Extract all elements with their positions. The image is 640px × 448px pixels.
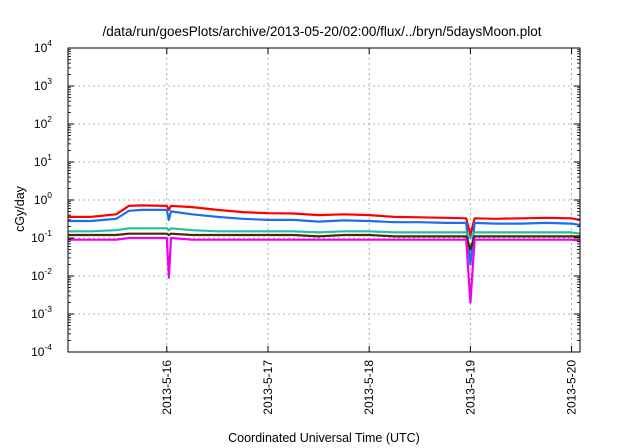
x-tick-label: 2013-5-17	[261, 360, 275, 415]
y-tick-label: 100	[34, 190, 52, 207]
x-tick-label: 2013-5-19	[463, 360, 477, 415]
y-tick-label: 10-2	[31, 266, 52, 283]
x-tick-label: 2013-5-18	[362, 360, 376, 415]
y-axis-label: cGy/day	[13, 185, 27, 232]
y-tick-label: 103	[34, 76, 52, 93]
y-tick-label: 10-4	[31, 342, 52, 359]
y-tick-label: 102	[34, 114, 52, 131]
y-tick-label: 104	[34, 38, 52, 55]
series-line-4	[68, 232, 580, 251]
y-tick-label: 10-1	[31, 228, 52, 245]
series-line-1	[68, 204, 581, 237]
x-tick-label: 2013-5-16	[160, 360, 174, 415]
x-axis-label: Coordinated Universal Time (UTC)	[228, 431, 420, 445]
series-lines	[68, 204, 581, 304]
series-line-2	[68, 208, 581, 266]
y-tick-label: 10-3	[31, 304, 52, 321]
x-tick-labels: 2013-5-16 2013-5-17 2013-5-18 2013-5-19 2013…	[160, 360, 579, 415]
x-tick-label: 2013-5-20	[565, 360, 579, 415]
axis-ticks	[68, 47, 580, 353]
chart-title: /data/run/goesPlots/archive/2013-05-20/0…	[102, 24, 541, 39]
series-line-3	[68, 227, 581, 240]
y-tick-label: 101	[34, 152, 52, 169]
grid	[68, 48, 580, 352]
y-tick-labels: 10-4 10-3 10-2 10-1 100 101 102 103 104	[31, 38, 52, 359]
series-line-5	[68, 236, 581, 304]
